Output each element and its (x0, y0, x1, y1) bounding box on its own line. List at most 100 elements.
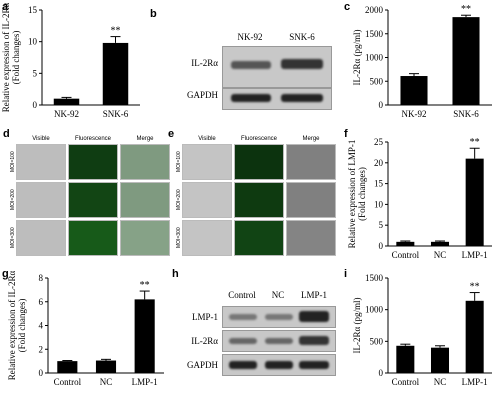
blot-b-row-0: IL-2Rα (191, 58, 218, 68)
microscopy-grid-d: Visible Fluorescence Merge MOI=100 MOI=2… (10, 136, 172, 256)
micro-d-visible-1 (16, 182, 66, 218)
y-tick-label: 15 (374, 179, 384, 189)
western-blot-h: Control NC LMP-1 LMP-1 IL-2Rα GAPDH (180, 278, 340, 388)
blot-h-lane-2: LMP-1 (300, 290, 327, 300)
bar-chart-g: 0 2 4 6 8 Relative expression of IL-2Rα(Fold … (7, 270, 164, 387)
micro-e-head-1: Fluorescence (240, 136, 278, 142)
x-tick-label: NC (100, 377, 113, 387)
micro-e-visible-2 (182, 220, 232, 256)
micro-e-visible-0 (182, 144, 232, 180)
significance-label: ** (470, 282, 480, 293)
blot-h-row-0: LMP-1 (191, 312, 218, 322)
x-tick-label: LMP-1 (132, 377, 158, 387)
panel-letter-d: d (3, 128, 10, 140)
blot-h-row-2: GAPDH (186, 360, 218, 370)
micro-e-merge-2 (286, 220, 336, 256)
blot-h-row-1: IL-2Rα (191, 336, 218, 346)
micro-e-head-2: Merge (302, 136, 320, 142)
bar-a-1 (102, 42, 129, 105)
bar-i-1 (430, 347, 450, 373)
microscopy-grid-e: Visible Fluorescence Merge MOI=100 MOI=2… (176, 136, 340, 256)
y-tick-label: 2000 (365, 5, 384, 15)
y-tick-label: 1000 (365, 305, 384, 315)
x-tick-label: SNK-6 (453, 109, 479, 119)
y-tick-label: 500 (370, 76, 384, 86)
micro-d-merge-1 (120, 182, 170, 218)
y-axis-label: Relative expression of IL-2Rα(Fold chang… (1, 2, 21, 112)
micro-d-visible-2 (16, 220, 66, 256)
y-tick-label: 4 (39, 321, 44, 331)
blot-b-row-1: GAPDH (186, 90, 218, 100)
x-tick-label: NC (434, 250, 447, 260)
micro-d-head-2: Merge (136, 136, 154, 142)
y-tick-label: 25 (374, 137, 384, 147)
micro-e-merge-1 (286, 182, 336, 218)
bar-g-1 (95, 360, 117, 373)
x-tick-label: LMP-1 (462, 377, 488, 387)
x-tick-label: NK-92 (402, 109, 427, 119)
bar-a-0 (53, 98, 80, 105)
y-tick-label: 2 (39, 344, 44, 354)
y-tick-label: 6 (39, 297, 44, 307)
micro-e-fluor-2 (234, 220, 284, 256)
panel-letter-a: a (2, 1, 9, 13)
micro-e-fluor-0 (234, 144, 284, 180)
micro-d-merge-0 (120, 144, 170, 180)
blot-b-lane-0: NK-92 (237, 32, 263, 42)
micro-d-fluor-1 (68, 182, 118, 218)
significance-label: ** (461, 4, 471, 15)
y-tick-label: 10 (374, 199, 384, 209)
y-axis-label: Relative expression of LMP-1(Fold change… (347, 140, 367, 249)
micro-d-merge-2 (120, 220, 170, 256)
western-blot-b: NK-92 SNK-6 IL-2Rα GAPDH (158, 18, 336, 118)
y-tick-label: 0 (39, 368, 44, 378)
micro-e-head-0: Visible (198, 136, 216, 142)
micro-e-merge-0 (286, 144, 336, 180)
bar-f-1 (430, 241, 450, 246)
blot-h-lane-0: Control (228, 290, 256, 300)
bar-f-0 (396, 241, 415, 246)
x-tick-label: SNK-6 (103, 109, 129, 119)
y-tick-label: 500 (370, 336, 384, 346)
bar-chart-c: 0 500 1000 1500 2000 IL-2Rα (pg/ml) NK-92 ** SNK… (352, 4, 492, 119)
x-tick-label: Control (392, 250, 420, 260)
y-tick-label: 5 (379, 220, 384, 230)
y-tick-label: 20 (374, 158, 384, 168)
micro-d-fluor-2 (68, 220, 118, 256)
y-tick-label: 1500 (365, 273, 384, 283)
y-tick-label: 15 (28, 5, 38, 15)
y-axis-label: Relative expression of IL-2Rα(Fold chang… (7, 270, 27, 380)
panel-letter-e: e (168, 128, 175, 140)
y-axis-label: IL-2Rα (pg/ml) (352, 30, 362, 86)
bar-c-1 (452, 17, 480, 105)
bar-g-2 (134, 299, 155, 373)
panel-letter-c: c (344, 1, 351, 13)
significance-label: ** (111, 26, 121, 37)
x-tick-label: NK-92 (54, 109, 79, 119)
bar-c-0 (400, 76, 428, 105)
bar-i-2 (465, 300, 484, 373)
micro-d-head-0: Visible (32, 136, 50, 142)
y-tick-label: 1000 (365, 53, 384, 63)
y-tick-label: 0 (379, 241, 384, 251)
bar-i-0 (396, 345, 415, 373)
micro-e-fluor-1 (234, 182, 284, 218)
micro-d-visible-0 (16, 144, 66, 180)
panel-letter-b: b (150, 8, 157, 20)
panel-letter-i: i (344, 268, 348, 280)
y-tick-label: 1500 (365, 29, 384, 39)
significance-label: ** (470, 137, 480, 148)
x-tick-label: NC (434, 377, 447, 387)
micro-e-visible-1 (182, 182, 232, 218)
y-tick-label: 5 (33, 68, 38, 78)
blot-b-lane-1: SNK-6 (289, 32, 315, 42)
bar-chart-a: 0 5 10 15 Relative expression of IL-2Rα(Fold… (1, 2, 140, 119)
x-tick-label: Control (392, 377, 420, 387)
bar-chart-f: 0 5 10 15 20 25 Relative expression of LMP-1(F… (347, 137, 492, 260)
y-tick-label: 10 (28, 37, 38, 47)
micro-d-head-1: Fluorescence (74, 136, 112, 142)
panel-letter-f: f (344, 128, 348, 140)
y-tick-label: 8 (39, 273, 44, 283)
y-axis-label: IL-2Rα (pg/ml) (352, 298, 362, 354)
panel-letter-h: h (172, 268, 179, 280)
